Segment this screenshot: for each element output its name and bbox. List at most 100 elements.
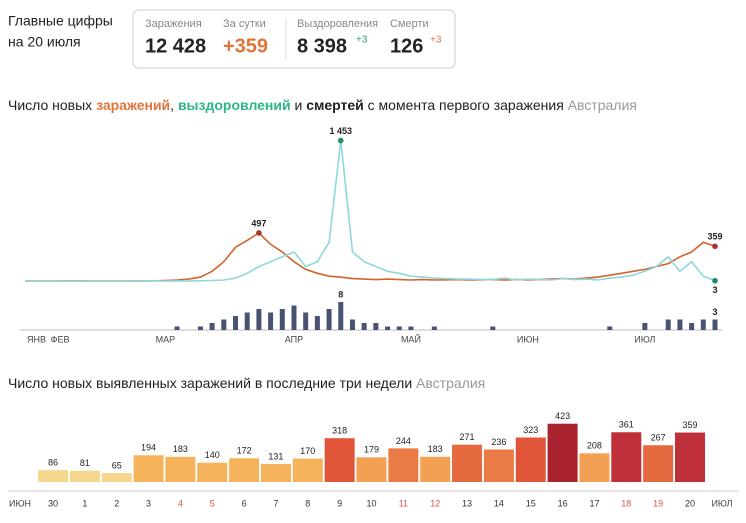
data-label: 244: [396, 436, 411, 446]
bar: [388, 448, 419, 482]
x-tick-label: 7: [273, 498, 278, 508]
stat-value: 12 428: [145, 35, 206, 57]
data-label: 323: [523, 425, 538, 435]
x-tick-label: 4: [178, 498, 183, 508]
death-bar: [303, 312, 309, 330]
series-line: [25, 231, 716, 282]
death-bar: [408, 326, 414, 330]
stat-value: 126: [390, 35, 423, 57]
series-line: [25, 140, 716, 282]
data-label: 359: [707, 232, 722, 242]
bar: [579, 453, 610, 482]
x-tick-label: 15: [526, 498, 536, 508]
death-bar: [385, 326, 391, 330]
title-part: Число новых: [8, 97, 96, 113]
data-label: 236: [491, 437, 506, 447]
data-label: 423: [555, 411, 570, 421]
x-tick-label: 13: [462, 498, 472, 508]
x-tick-label: ИЮН: [517, 334, 539, 344]
data-label: 131: [268, 451, 283, 461]
x-tick-label: 5: [210, 498, 215, 508]
death-bar: [689, 323, 695, 330]
stat-value: +359: [223, 35, 268, 57]
bar: [483, 449, 514, 482]
axis-end-label: ИЮЛ: [711, 498, 732, 508]
death-bar: [490, 326, 496, 330]
x-tick-label: ИЮЛ: [634, 334, 655, 344]
x-tick-label: МАР: [156, 334, 176, 344]
x-tick-label: 30: [48, 498, 58, 508]
bar: [643, 445, 674, 482]
bar: [515, 437, 546, 482]
death-bar: [279, 309, 285, 330]
bar: [452, 444, 483, 482]
title-part: Австралия: [568, 97, 637, 113]
data-label: 318: [332, 426, 347, 436]
data-label: 208: [587, 441, 602, 451]
x-tick-label: 12: [430, 498, 440, 508]
x-tick-label: 2: [114, 498, 119, 508]
title-part: и: [291, 97, 307, 113]
data-label: 86: [48, 458, 58, 468]
chart-title: Число новых выявленных заражений в после…: [8, 375, 485, 391]
stat-label: Выздоровления: [297, 18, 378, 30]
death-bar: [233, 316, 239, 330]
data-label: 194: [141, 443, 156, 453]
stat-delta: +3: [430, 35, 442, 46]
x-tick-label: МАЙ: [401, 333, 421, 344]
stat-label: Заражения: [145, 18, 202, 30]
bar: [292, 458, 323, 482]
title-part: с момента первого заражения: [364, 97, 568, 113]
death-bar: [642, 323, 648, 330]
bar: [547, 423, 578, 482]
death-bar: [256, 309, 262, 330]
death-bar: [373, 323, 379, 330]
data-label: 3: [712, 307, 717, 317]
x-tick-label: 3: [146, 498, 151, 508]
bar: [356, 457, 387, 482]
death-bar: [396, 326, 402, 330]
x-tick-label: АПР: [285, 334, 303, 344]
header-title: Главные цифры: [8, 13, 113, 29]
stat-label: За сутки: [223, 18, 266, 30]
data-label: 140: [205, 450, 220, 460]
x-tick-label: 20: [685, 498, 695, 508]
x-tick-label: 9: [337, 498, 342, 508]
chart-title: Число новых заражений, выздоровлений и с…: [8, 97, 637, 113]
data-label: 1 453: [329, 126, 352, 136]
x-tick-label: 10: [366, 498, 376, 508]
stat-label: Смерти: [390, 18, 429, 30]
point-dot: [256, 230, 262, 236]
x-tick-label: ЯНВ: [27, 334, 46, 344]
x-tick-label: 6: [242, 498, 247, 508]
data-label: 8: [338, 289, 343, 299]
bar: [165, 456, 196, 482]
data-label: 172: [237, 446, 252, 456]
x-tick-label: 17: [589, 498, 599, 508]
x-tick-label: 8: [305, 498, 310, 508]
title-part: Число новых выявленных заражений в после…: [8, 375, 416, 391]
bar: [420, 456, 451, 482]
bar: [324, 438, 355, 482]
data-label: 271: [460, 432, 475, 442]
death-bar: [431, 326, 437, 330]
bar: [229, 458, 260, 482]
bar: [260, 463, 291, 482]
death-bar: [349, 319, 355, 330]
death-bar: [712, 319, 718, 330]
death-bar: [291, 305, 297, 330]
stats-box: [132, 9, 456, 69]
death-bar: [314, 316, 320, 330]
death-bar: [700, 319, 706, 330]
death-bar: [338, 302, 344, 330]
title-part: заражений: [96, 97, 170, 113]
data-label: 65: [112, 460, 122, 470]
stat-delta: +3: [356, 35, 368, 46]
point-dot: [712, 277, 718, 284]
data-label: 81: [80, 458, 90, 468]
x-tick-label: ФЕВ: [51, 334, 70, 344]
title-part: ,: [170, 97, 178, 113]
bar: [69, 470, 100, 482]
